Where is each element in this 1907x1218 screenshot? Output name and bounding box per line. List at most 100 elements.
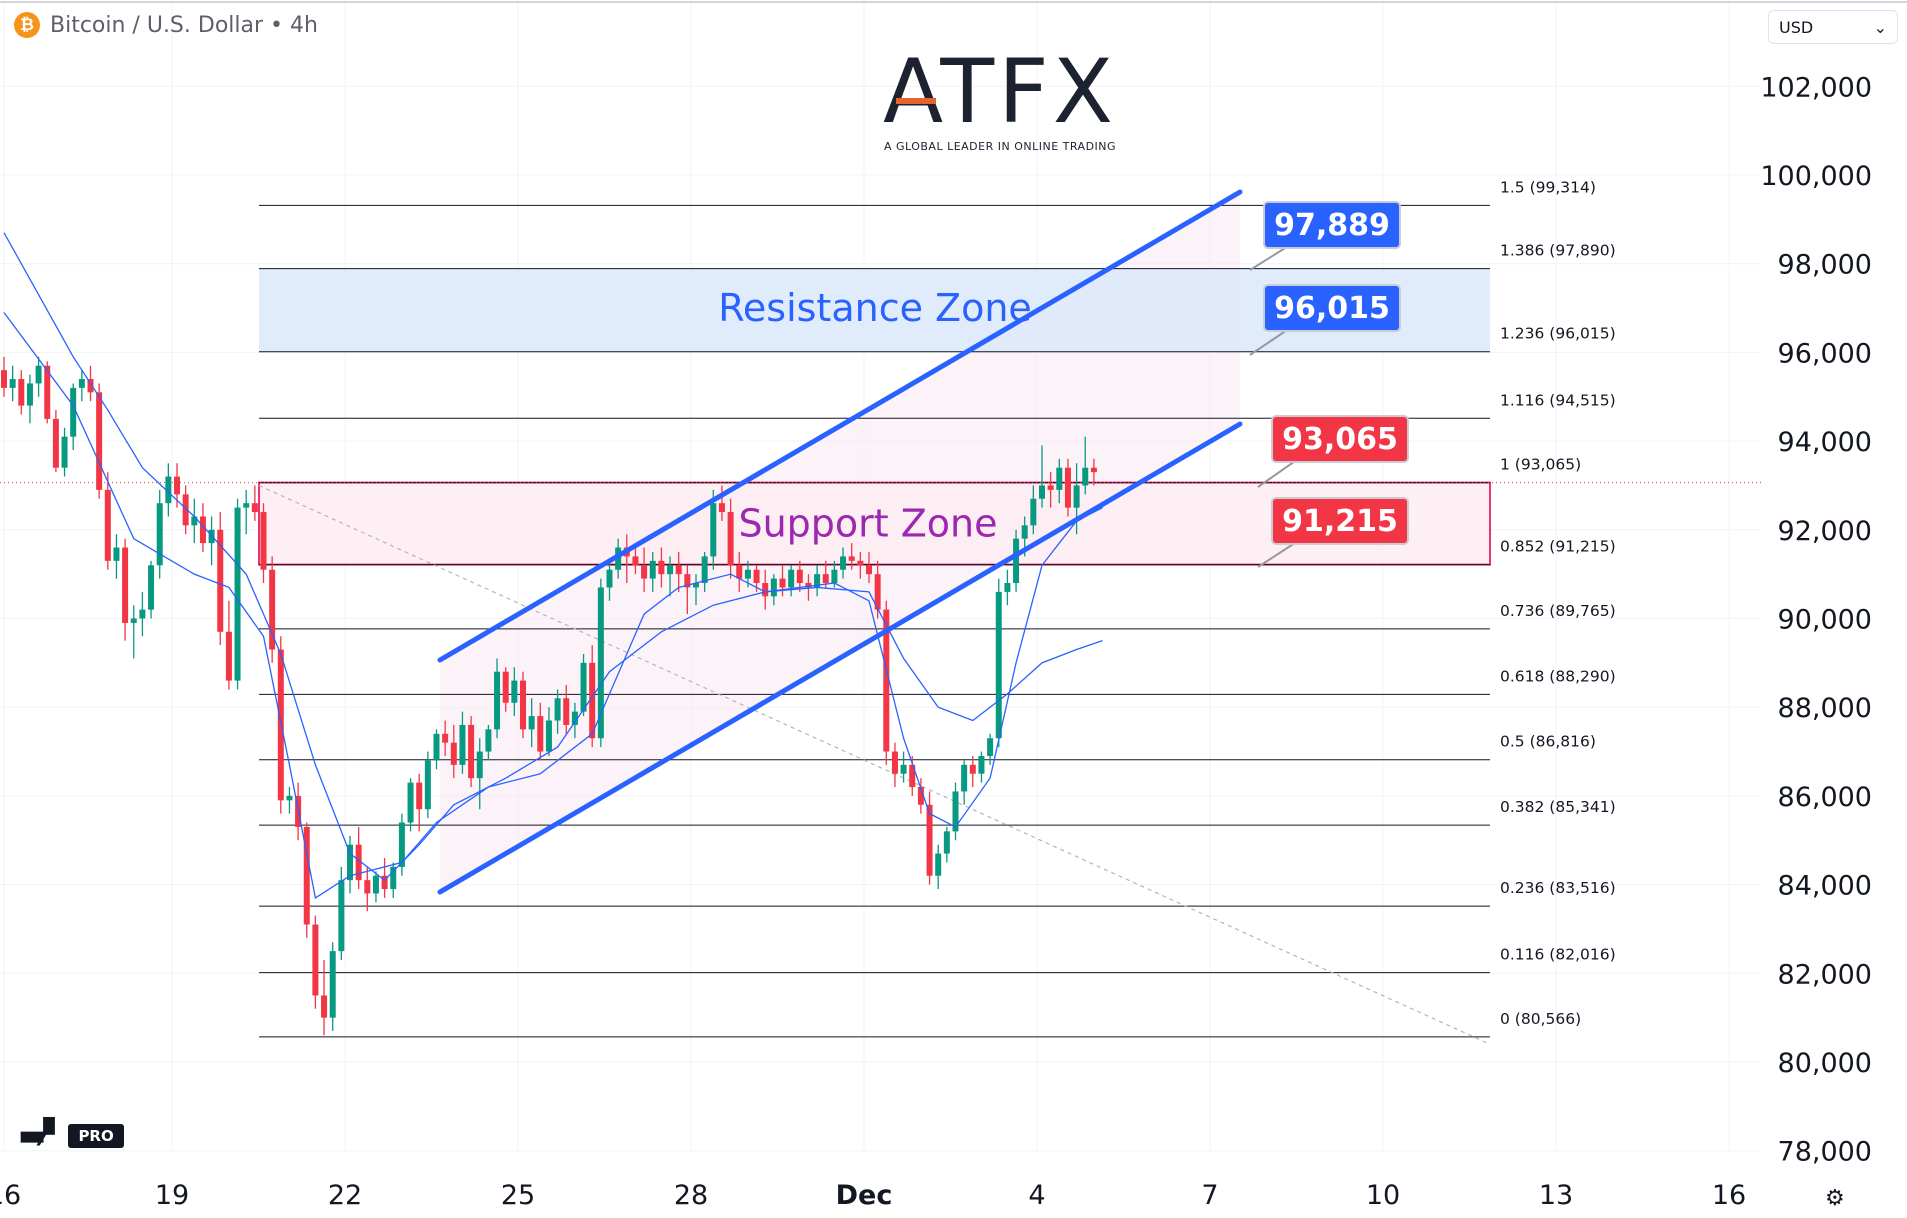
candle-body-45 (390, 866, 397, 890)
y-tick-label-82000: 82,000 (1778, 959, 1872, 990)
candle-body-96 (831, 569, 838, 584)
currency-value: USD (1779, 17, 1814, 37)
candle-body-53 (459, 724, 466, 765)
time-axis[interactable]: 16 19 22 25 28 Dec 4 7 10 13 16 (0, 1180, 1746, 1211)
candle-body-26 (225, 631, 232, 681)
candle-body-122 (1056, 467, 1063, 490)
candle-body-101 (874, 574, 881, 610)
candle-body-119 (1030, 498, 1037, 526)
atfx-logo: ATFX A GLOBAL LEADER IN ONLINE TRADING (880, 48, 1120, 154)
candle-body-107 (926, 804, 933, 876)
callout-text-3: 91,215 (1282, 504, 1398, 539)
candle-body-120 (1039, 485, 1045, 499)
symbol-header[interactable]: ₿ Bitcoin / U.S. Dollar • 4h (14, 12, 318, 38)
candle-body-93 (805, 583, 812, 588)
candle-body-17 (148, 565, 155, 610)
candle-body-27 (234, 507, 241, 681)
candle-body-90 (779, 578, 786, 588)
callout-text-1: 96,015 (1274, 291, 1390, 326)
candle-body-49 (424, 760, 431, 810)
candle-body-33 (286, 795, 293, 801)
candle-body-63 (545, 720, 552, 752)
x-tick-label-4: 28 (674, 1180, 708, 1211)
candle-body-37 (321, 995, 328, 1018)
gear-icon[interactable]: ⚙ (1825, 1185, 1845, 1210)
candle-body-99 (857, 560, 864, 566)
candle-body-114 (987, 738, 994, 756)
candle-body-25 (217, 529, 224, 632)
candle-body-91 (788, 569, 795, 588)
candle-body-57 (494, 671, 501, 730)
candle-body-124 (1073, 485, 1080, 508)
candle-body-21 (182, 494, 189, 526)
x-tick-label-2: 22 (328, 1180, 362, 1211)
candle-body-113 (978, 755, 985, 774)
fib-label-4: 0.5 (86,816) (1500, 733, 1596, 751)
channel-lower-line (437, 421, 1243, 895)
candle-body-66 (571, 711, 578, 725)
candle-body-54 (468, 724, 475, 779)
candle-body-5 (44, 365, 51, 419)
candle-body-105 (909, 764, 916, 788)
candle-body-104 (900, 764, 907, 774)
currency-selector[interactable]: USD ⌄ (1768, 10, 1898, 44)
candle-body-28 (243, 503, 250, 508)
candle-body-115 (995, 591, 1002, 739)
candle-body-69 (597, 587, 604, 739)
candle-body-9 (78, 379, 85, 388)
x-tick-label-8: 10 (1366, 1180, 1400, 1211)
y-tick-label-102000: 102,000 (1760, 72, 1872, 103)
candle-body-20 (174, 476, 180, 495)
chart-trend-overlays (0, 482, 1762, 1045)
candle-body-76 (658, 560, 665, 575)
candle-body-30 (260, 512, 267, 570)
fib-label-12: 1.5 (99,314) (1500, 178, 1596, 196)
candle-body-55 (476, 751, 483, 779)
bitcoin-icon: ₿ (14, 12, 40, 38)
candle-body-82 (710, 503, 717, 557)
channel-upper-line (437, 189, 1243, 663)
candle-body-59 (511, 680, 518, 703)
candle-body-103 (891, 751, 898, 774)
logo-name: ATFX (882, 40, 1118, 143)
callout-pointer-3 (1257, 540, 1299, 568)
y-tick-label-100000: 100,000 (1760, 161, 1872, 192)
candle-body-36 (312, 924, 319, 996)
candle-body-68 (589, 662, 596, 739)
dotted-trendline (258, 484, 1491, 1045)
fib-label-11: 1.386 (97,890) (1500, 242, 1616, 260)
candle-body-62 (537, 716, 544, 752)
candle-body-39 (338, 880, 345, 952)
logo-tagline: A GLOBAL LEADER IN ONLINE TRADING (883, 140, 1117, 153)
candle-body-65 (563, 698, 570, 725)
candle-body-0 (1, 370, 7, 388)
x-tick-label-10: 16 (1712, 1180, 1746, 1211)
candle-body-10 (87, 379, 94, 393)
candle-body-84 (727, 512, 734, 566)
candle-body-7 (61, 436, 68, 468)
candle-body-12 (104, 489, 111, 561)
y-tick-label-96000: 96,000 (1778, 338, 1872, 369)
price-callouts: 97,889 96,015 93,065 91,215 (1249, 201, 1409, 568)
y-tick-label-78000: 78,000 (1778, 1137, 1872, 1168)
candle-body-6 (52, 418, 59, 468)
moving-averages (3, 232, 1103, 899)
fib-label-8: 1 (93,065) (1500, 456, 1581, 474)
callout-pointer-1 (1249, 327, 1291, 356)
candle-body-75 (649, 560, 656, 579)
candle-body-86 (744, 569, 751, 579)
y-tick-label-84000: 84,000 (1778, 871, 1872, 902)
candle-body-100 (866, 565, 872, 575)
candle-body-11 (96, 392, 103, 490)
candle-body-126 (1090, 467, 1097, 473)
candle-body-29 (251, 503, 258, 513)
candle-body-111 (961, 764, 968, 792)
candle-body-2 (18, 379, 25, 406)
y-tick-label-80000: 80,000 (1778, 1048, 1872, 1079)
price-axis[interactable]: 78,000 80,000 82,000 84,000 86,000 88,000 90,0… (1760, 72, 1872, 1167)
resistance-zone-label: Resistance Zone (718, 286, 1032, 330)
callout-box-0 (1263, 201, 1401, 249)
candle-body-46 (398, 822, 405, 867)
x-tick-label-6: 4 (1028, 1180, 1045, 1211)
